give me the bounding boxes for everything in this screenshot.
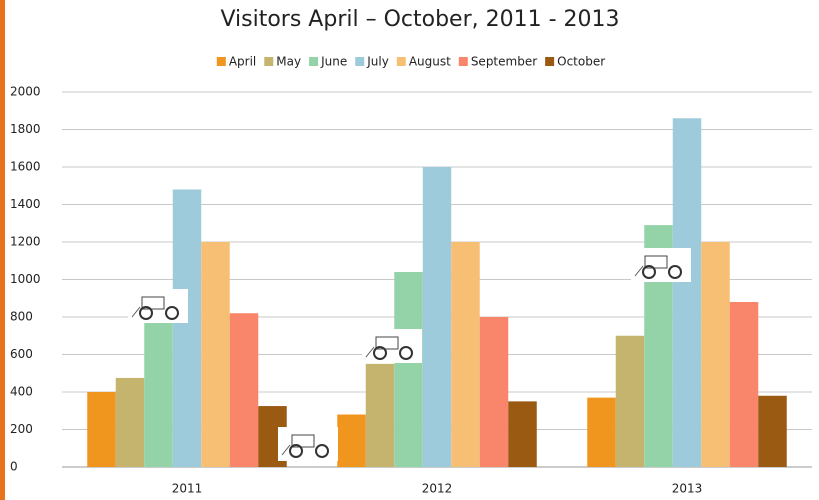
bar — [508, 401, 537, 467]
legend-item: June — [309, 55, 347, 69]
legend-item: September — [459, 55, 537, 69]
bar — [366, 364, 395, 467]
y-tick-label: 2000 — [10, 85, 41, 99]
y-tick-label: 1000 — [10, 272, 41, 286]
legend-label: April — [229, 55, 256, 69]
bar — [730, 302, 759, 467]
tractor-image — [128, 289, 188, 323]
bar — [201, 242, 230, 467]
legend-item: April — [217, 55, 256, 69]
x-tick-label: 2012 — [422, 482, 453, 496]
legend-swatch — [545, 57, 554, 66]
x-tick-label: 2011 — [172, 482, 203, 496]
tractor-image — [278, 427, 338, 461]
y-tick-label: 800 — [10, 310, 33, 324]
bar — [480, 317, 509, 467]
bar — [451, 242, 480, 467]
image-frame — [362, 329, 422, 363]
legend-item: October — [545, 55, 605, 69]
legend-swatch — [355, 57, 364, 66]
y-tick-label: 1800 — [10, 122, 41, 136]
bar — [758, 396, 787, 467]
y-tick-label: 200 — [10, 422, 33, 436]
legend-swatch — [217, 57, 226, 66]
bar — [587, 398, 616, 467]
y-tick-label: 0 — [10, 460, 18, 474]
image-frame — [631, 248, 691, 282]
bar — [423, 167, 452, 467]
bar — [616, 336, 645, 467]
legend-label: June — [320, 55, 347, 69]
image-frame — [128, 289, 188, 323]
legend-item: May — [264, 55, 301, 69]
legend-swatch — [397, 57, 406, 66]
bar — [394, 272, 423, 467]
x-tick-label: 2013 — [672, 482, 703, 496]
y-tick-label: 1200 — [10, 235, 41, 249]
y-tick-label: 600 — [10, 347, 33, 361]
y-tick-label: 400 — [10, 385, 33, 399]
chart-title: Visitors April – October, 2011 - 2013 — [220, 7, 619, 32]
legend-item: August — [397, 55, 451, 69]
tractor-image — [631, 248, 691, 282]
bar — [116, 378, 145, 467]
legend-swatch — [459, 57, 468, 66]
bar — [87, 392, 116, 467]
y-tick-label: 1400 — [10, 197, 41, 211]
image-frame — [278, 427, 338, 461]
legend-label: August — [409, 55, 451, 69]
bar — [144, 323, 173, 467]
bar — [337, 415, 366, 468]
legend: April May June July August September October — [217, 55, 605, 69]
legend-label: July — [366, 55, 389, 69]
legend-label: May — [276, 55, 301, 69]
bar — [173, 190, 202, 468]
legend-swatch — [264, 57, 273, 66]
chart: Visitors April – October, 2011 - 2013 Ap… — [0, 0, 819, 500]
tractor-image — [362, 329, 422, 363]
bar — [230, 313, 259, 467]
legend-item: July — [355, 55, 389, 69]
legend-label: September — [471, 55, 537, 69]
bar — [701, 242, 730, 467]
y-tick-label: 1600 — [10, 160, 41, 174]
legend-swatch — [309, 57, 318, 66]
side-border — [0, 0, 5, 500]
bar — [673, 118, 702, 467]
legend-label: October — [557, 55, 605, 69]
